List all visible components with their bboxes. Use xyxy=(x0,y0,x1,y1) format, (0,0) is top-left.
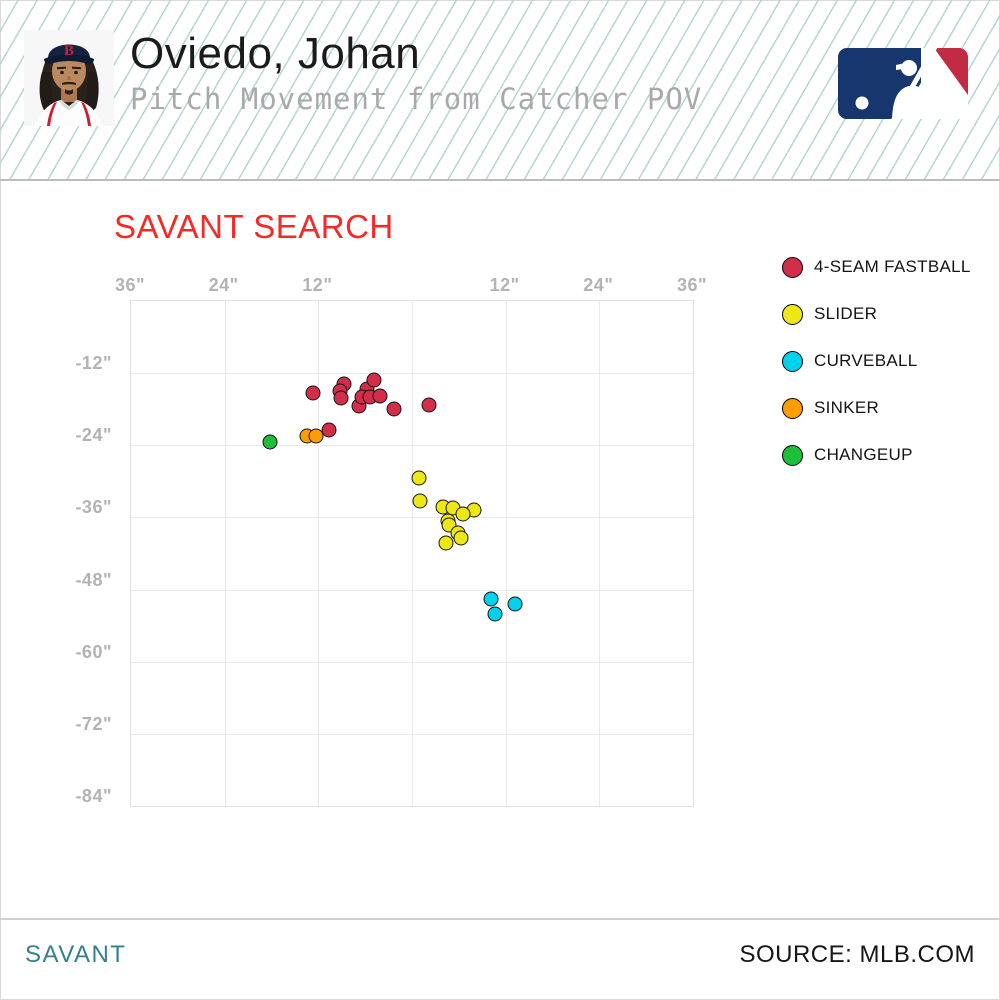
pitch-point-4-seam-fastball xyxy=(333,390,349,406)
pitch-point-4-seam-fastball xyxy=(421,397,437,413)
y-tick-label: -84" xyxy=(75,786,112,806)
legend-swatch-icon xyxy=(782,444,803,466)
pitch-point-slider xyxy=(438,535,454,551)
legend-swatch-icon xyxy=(782,303,803,325)
x-tick-label: 36" xyxy=(676,275,708,295)
page-subtitle: Pitch Movement from Catcher POV xyxy=(130,82,703,117)
pitch-point-slider xyxy=(453,530,469,546)
header: B Oviedo, Johan Pitch Movement from Catc… xyxy=(0,0,1000,181)
brand-savant: SAVANT xyxy=(25,941,127,968)
vertical-gridline xyxy=(505,301,507,806)
pitch-point-sinker xyxy=(308,428,324,444)
x-tick-label: 12" xyxy=(489,275,520,295)
vertical-gridline xyxy=(318,301,320,806)
pitch-point-slider xyxy=(455,506,471,522)
svg-text:B: B xyxy=(64,43,74,59)
chart-title: SAVANT SEARCH xyxy=(114,208,394,245)
title-block: Oviedo, Johan Pitch Movement from Catche… xyxy=(130,29,703,117)
plot-area xyxy=(130,300,694,807)
pitch-point-slider xyxy=(412,493,428,509)
legend-swatch-icon xyxy=(782,256,803,278)
pitch-point-curveball xyxy=(483,591,499,607)
legend-item-sinker: SINKER xyxy=(782,394,971,422)
legend-item-curveball: CURVEBALL xyxy=(782,347,971,375)
x-tick-label: 24" xyxy=(583,275,614,295)
legend-swatch-icon xyxy=(782,397,803,419)
pitch-point-curveball xyxy=(487,606,503,622)
horizontal-gridline xyxy=(131,517,693,519)
y-tick-label: -24" xyxy=(75,425,112,446)
y-tick-label: -48" xyxy=(75,569,112,590)
x-tick-label: 36" xyxy=(114,275,146,295)
pitch-point-curveball xyxy=(507,596,523,612)
vertical-gridline xyxy=(412,301,413,806)
player-headshot: B xyxy=(24,30,114,126)
horizontal-gridline xyxy=(131,589,693,591)
legend-label: CURVEBALL xyxy=(814,351,918,370)
legend-item-changeup: CHANGEUP xyxy=(782,441,971,469)
legend-label: CHANGEUP xyxy=(814,445,913,464)
vertical-gridline xyxy=(599,301,601,806)
page-title: Oviedo, Johan xyxy=(130,29,421,78)
y-tick-label: -12" xyxy=(75,353,112,374)
horizontal-gridline xyxy=(131,373,693,375)
mlb-logo-red-field xyxy=(934,48,968,95)
pitch-point-changeup xyxy=(262,434,278,450)
horizontal-gridline xyxy=(131,445,693,447)
pitch-point-4-seam-fastball xyxy=(386,401,402,417)
horizontal-gridline xyxy=(131,661,693,663)
legend-label: SINKER xyxy=(814,398,880,417)
x-tick-label: 12" xyxy=(302,275,333,295)
legend-item-4-seam-fastball: 4-SEAM FASTBALL xyxy=(782,253,971,281)
legend: 4-SEAM FASTBALL SLIDER CURVEBALL SINKER CHAN… xyxy=(782,253,971,488)
pitch-point-slider xyxy=(411,470,427,486)
vertical-gridline xyxy=(224,301,226,806)
pitch-point-4-seam-fastball xyxy=(321,422,337,438)
legend-item-slider: SLIDER xyxy=(782,300,971,328)
y-tick-label: -36" xyxy=(75,497,112,518)
legend-label: 4-SEAM FASTBALL xyxy=(814,257,971,276)
mlb-logo-icon xyxy=(838,48,968,119)
pitch-point-4-seam-fastball xyxy=(366,372,382,388)
pitch-point-4-seam-fastball xyxy=(372,388,388,404)
baseball-dot xyxy=(855,96,869,110)
y-tick-label: -60" xyxy=(75,641,112,662)
legend-swatch-icon xyxy=(782,350,803,372)
pitch-point-4-seam-fastball xyxy=(305,385,321,401)
horizontal-gridline xyxy=(131,733,693,735)
x-tick-label: 24" xyxy=(208,275,239,295)
footer-divider xyxy=(0,918,1000,920)
y-tick-label: -72" xyxy=(75,713,112,734)
legend-label: SLIDER xyxy=(814,304,878,323)
source-text: SOURCE: MLB.COM xyxy=(739,941,975,968)
